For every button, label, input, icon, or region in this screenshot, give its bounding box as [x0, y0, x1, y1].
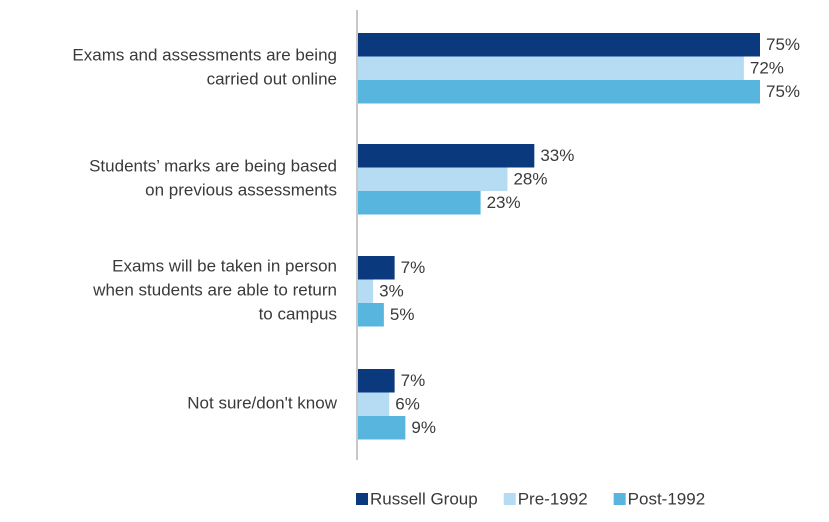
category-label: Not sure/don't know [187, 394, 337, 413]
value-label: 33% [540, 146, 574, 165]
bar [357, 144, 535, 168]
bar [357, 80, 760, 104]
value-label: 9% [411, 418, 436, 437]
value-label: 6% [395, 395, 420, 414]
bar [357, 167, 508, 191]
bar [357, 33, 760, 57]
value-label: 5% [390, 305, 415, 324]
value-label: 3% [379, 282, 404, 301]
category-label: Exams and assessments are being carried o… [72, 46, 337, 89]
bar [357, 191, 481, 215]
value-label: 7% [401, 258, 426, 277]
legend-label: Pre-1992 [518, 489, 588, 508]
bar [357, 256, 395, 280]
category-label: Students’ marks are being based on previo… [89, 157, 337, 200]
bar [357, 392, 390, 416]
category-label: Exams will be taken in person when studen… [92, 257, 337, 324]
value-label: 23% [487, 193, 521, 212]
bar [357, 303, 384, 327]
value-label: 7% [401, 371, 426, 390]
bar [357, 56, 744, 80]
value-label: 75% [766, 35, 800, 54]
legend-label: Post-1992 [628, 489, 706, 508]
legend-swatch [503, 493, 516, 505]
legend-label: Russell Group [370, 489, 478, 508]
bar [357, 416, 406, 440]
legend-swatch [613, 493, 626, 505]
value-label: 72% [750, 59, 784, 78]
value-label: 28% [513, 170, 547, 189]
bar [357, 369, 395, 393]
legend-swatch [356, 493, 368, 505]
bar [357, 279, 374, 303]
value-label: 75% [766, 82, 800, 101]
